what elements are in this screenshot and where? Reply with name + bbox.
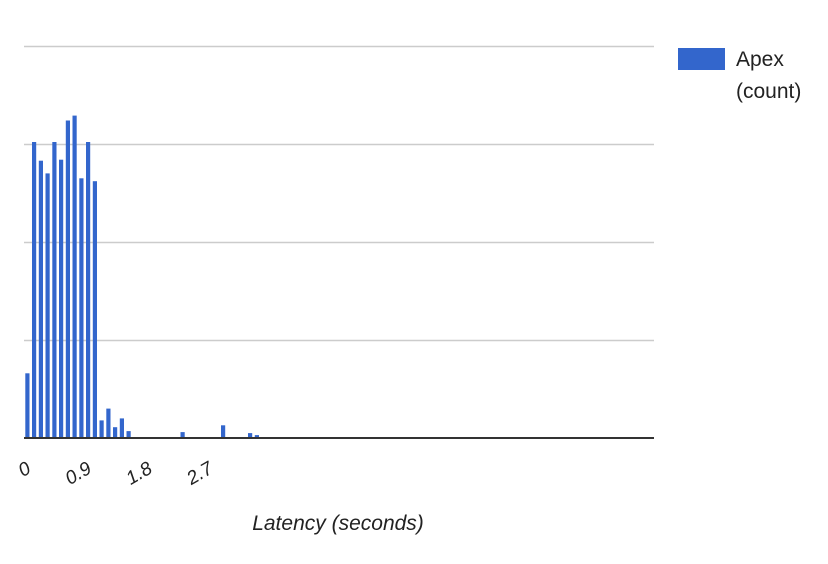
histogram-bar — [119, 418, 124, 438]
histogram-bar — [59, 159, 64, 438]
histogram-bar — [86, 142, 91, 438]
legend-label: Apex (count) — [736, 44, 824, 108]
histogram-bar — [221, 425, 226, 438]
histogram-bar — [99, 420, 104, 438]
histogram-bar — [248, 433, 253, 438]
histogram-bar — [65, 120, 70, 438]
histogram-bar — [180, 432, 185, 438]
histogram-bar — [38, 160, 43, 438]
histogram-bar — [52, 142, 57, 438]
x-tick-label: 2.7 — [183, 457, 218, 490]
histogram-bar — [254, 435, 259, 438]
legend-label-line: (count) — [736, 80, 802, 103]
histogram-bar — [79, 178, 84, 439]
bars — [25, 115, 259, 439]
x-axis-ticks: 0 0.9 1.8 2.7 — [15, 457, 218, 490]
histogram-bar — [32, 142, 37, 438]
x-tick-label: 0 — [15, 458, 35, 482]
histogram-bar — [113, 427, 118, 438]
histogram-bar — [45, 173, 50, 438]
x-tick-label: 0.9 — [62, 458, 96, 490]
x-tick-label: 1.8 — [123, 458, 157, 490]
histogram-bar — [25, 373, 30, 438]
histogram-bar — [72, 115, 77, 438]
gridlines — [24, 45, 654, 342]
legend-swatch — [678, 48, 725, 70]
x-axis-title: Latency (seconds) — [252, 512, 424, 535]
histogram-bar — [92, 181, 97, 438]
histogram-bar — [106, 408, 111, 438]
legend-label-line: Apex — [736, 48, 784, 71]
histogram-bar — [126, 431, 131, 438]
